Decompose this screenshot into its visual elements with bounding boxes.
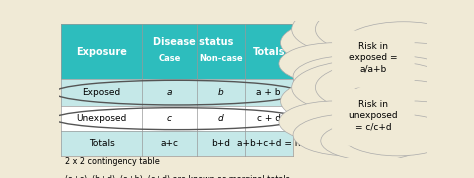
Circle shape bbox=[315, 61, 456, 114]
Circle shape bbox=[342, 56, 454, 98]
FancyBboxPatch shape bbox=[61, 24, 292, 79]
Circle shape bbox=[321, 121, 426, 161]
Text: Exposed: Exposed bbox=[82, 88, 120, 97]
Circle shape bbox=[293, 56, 405, 98]
FancyBboxPatch shape bbox=[61, 79, 292, 106]
Circle shape bbox=[342, 114, 454, 156]
FancyBboxPatch shape bbox=[61, 131, 292, 156]
Text: Risk in
exposed =
a/a+b: Risk in exposed = a/a+b bbox=[349, 42, 398, 73]
Circle shape bbox=[292, 2, 439, 57]
Text: Disease status: Disease status bbox=[153, 37, 234, 47]
Text: Exposure: Exposure bbox=[76, 46, 127, 56]
Text: Risk in
unexposed
= c/c+d: Risk in unexposed = c/c+d bbox=[348, 100, 398, 132]
Circle shape bbox=[356, 101, 468, 143]
Circle shape bbox=[293, 114, 405, 156]
Text: Unexposed: Unexposed bbox=[76, 114, 127, 123]
Circle shape bbox=[342, 80, 465, 126]
Circle shape bbox=[292, 60, 439, 115]
Circle shape bbox=[315, 3, 456, 55]
Text: a: a bbox=[167, 88, 172, 97]
Circle shape bbox=[342, 22, 465, 67]
Text: Totals: Totals bbox=[252, 46, 285, 56]
Text: (a+c), (b+d), (a+b), (c+d) are known as marginal totals: (a+c), (b+d), (a+b), (c+d) are known as … bbox=[65, 175, 290, 178]
Text: a+b+c+d = n: a+b+c+d = n bbox=[237, 139, 301, 148]
Text: 2 x 2 contingency table: 2 x 2 contingency table bbox=[65, 157, 160, 166]
Text: a + b: a + b bbox=[256, 88, 281, 97]
Text: a+c: a+c bbox=[161, 139, 178, 148]
Text: c: c bbox=[167, 114, 172, 123]
FancyBboxPatch shape bbox=[61, 106, 292, 131]
FancyBboxPatch shape bbox=[332, 89, 415, 146]
Text: Case: Case bbox=[158, 54, 181, 63]
Text: b+d: b+d bbox=[211, 139, 230, 148]
Text: d: d bbox=[218, 114, 224, 123]
Text: Totals: Totals bbox=[89, 139, 114, 148]
FancyBboxPatch shape bbox=[332, 31, 415, 88]
Circle shape bbox=[321, 63, 426, 102]
Circle shape bbox=[356, 43, 468, 85]
Text: b: b bbox=[218, 88, 224, 97]
Text: Non-case: Non-case bbox=[199, 54, 243, 63]
Circle shape bbox=[281, 76, 414, 126]
Circle shape bbox=[281, 18, 414, 68]
Circle shape bbox=[279, 101, 391, 143]
Circle shape bbox=[279, 43, 391, 85]
Text: c + d: c + d bbox=[256, 114, 281, 123]
